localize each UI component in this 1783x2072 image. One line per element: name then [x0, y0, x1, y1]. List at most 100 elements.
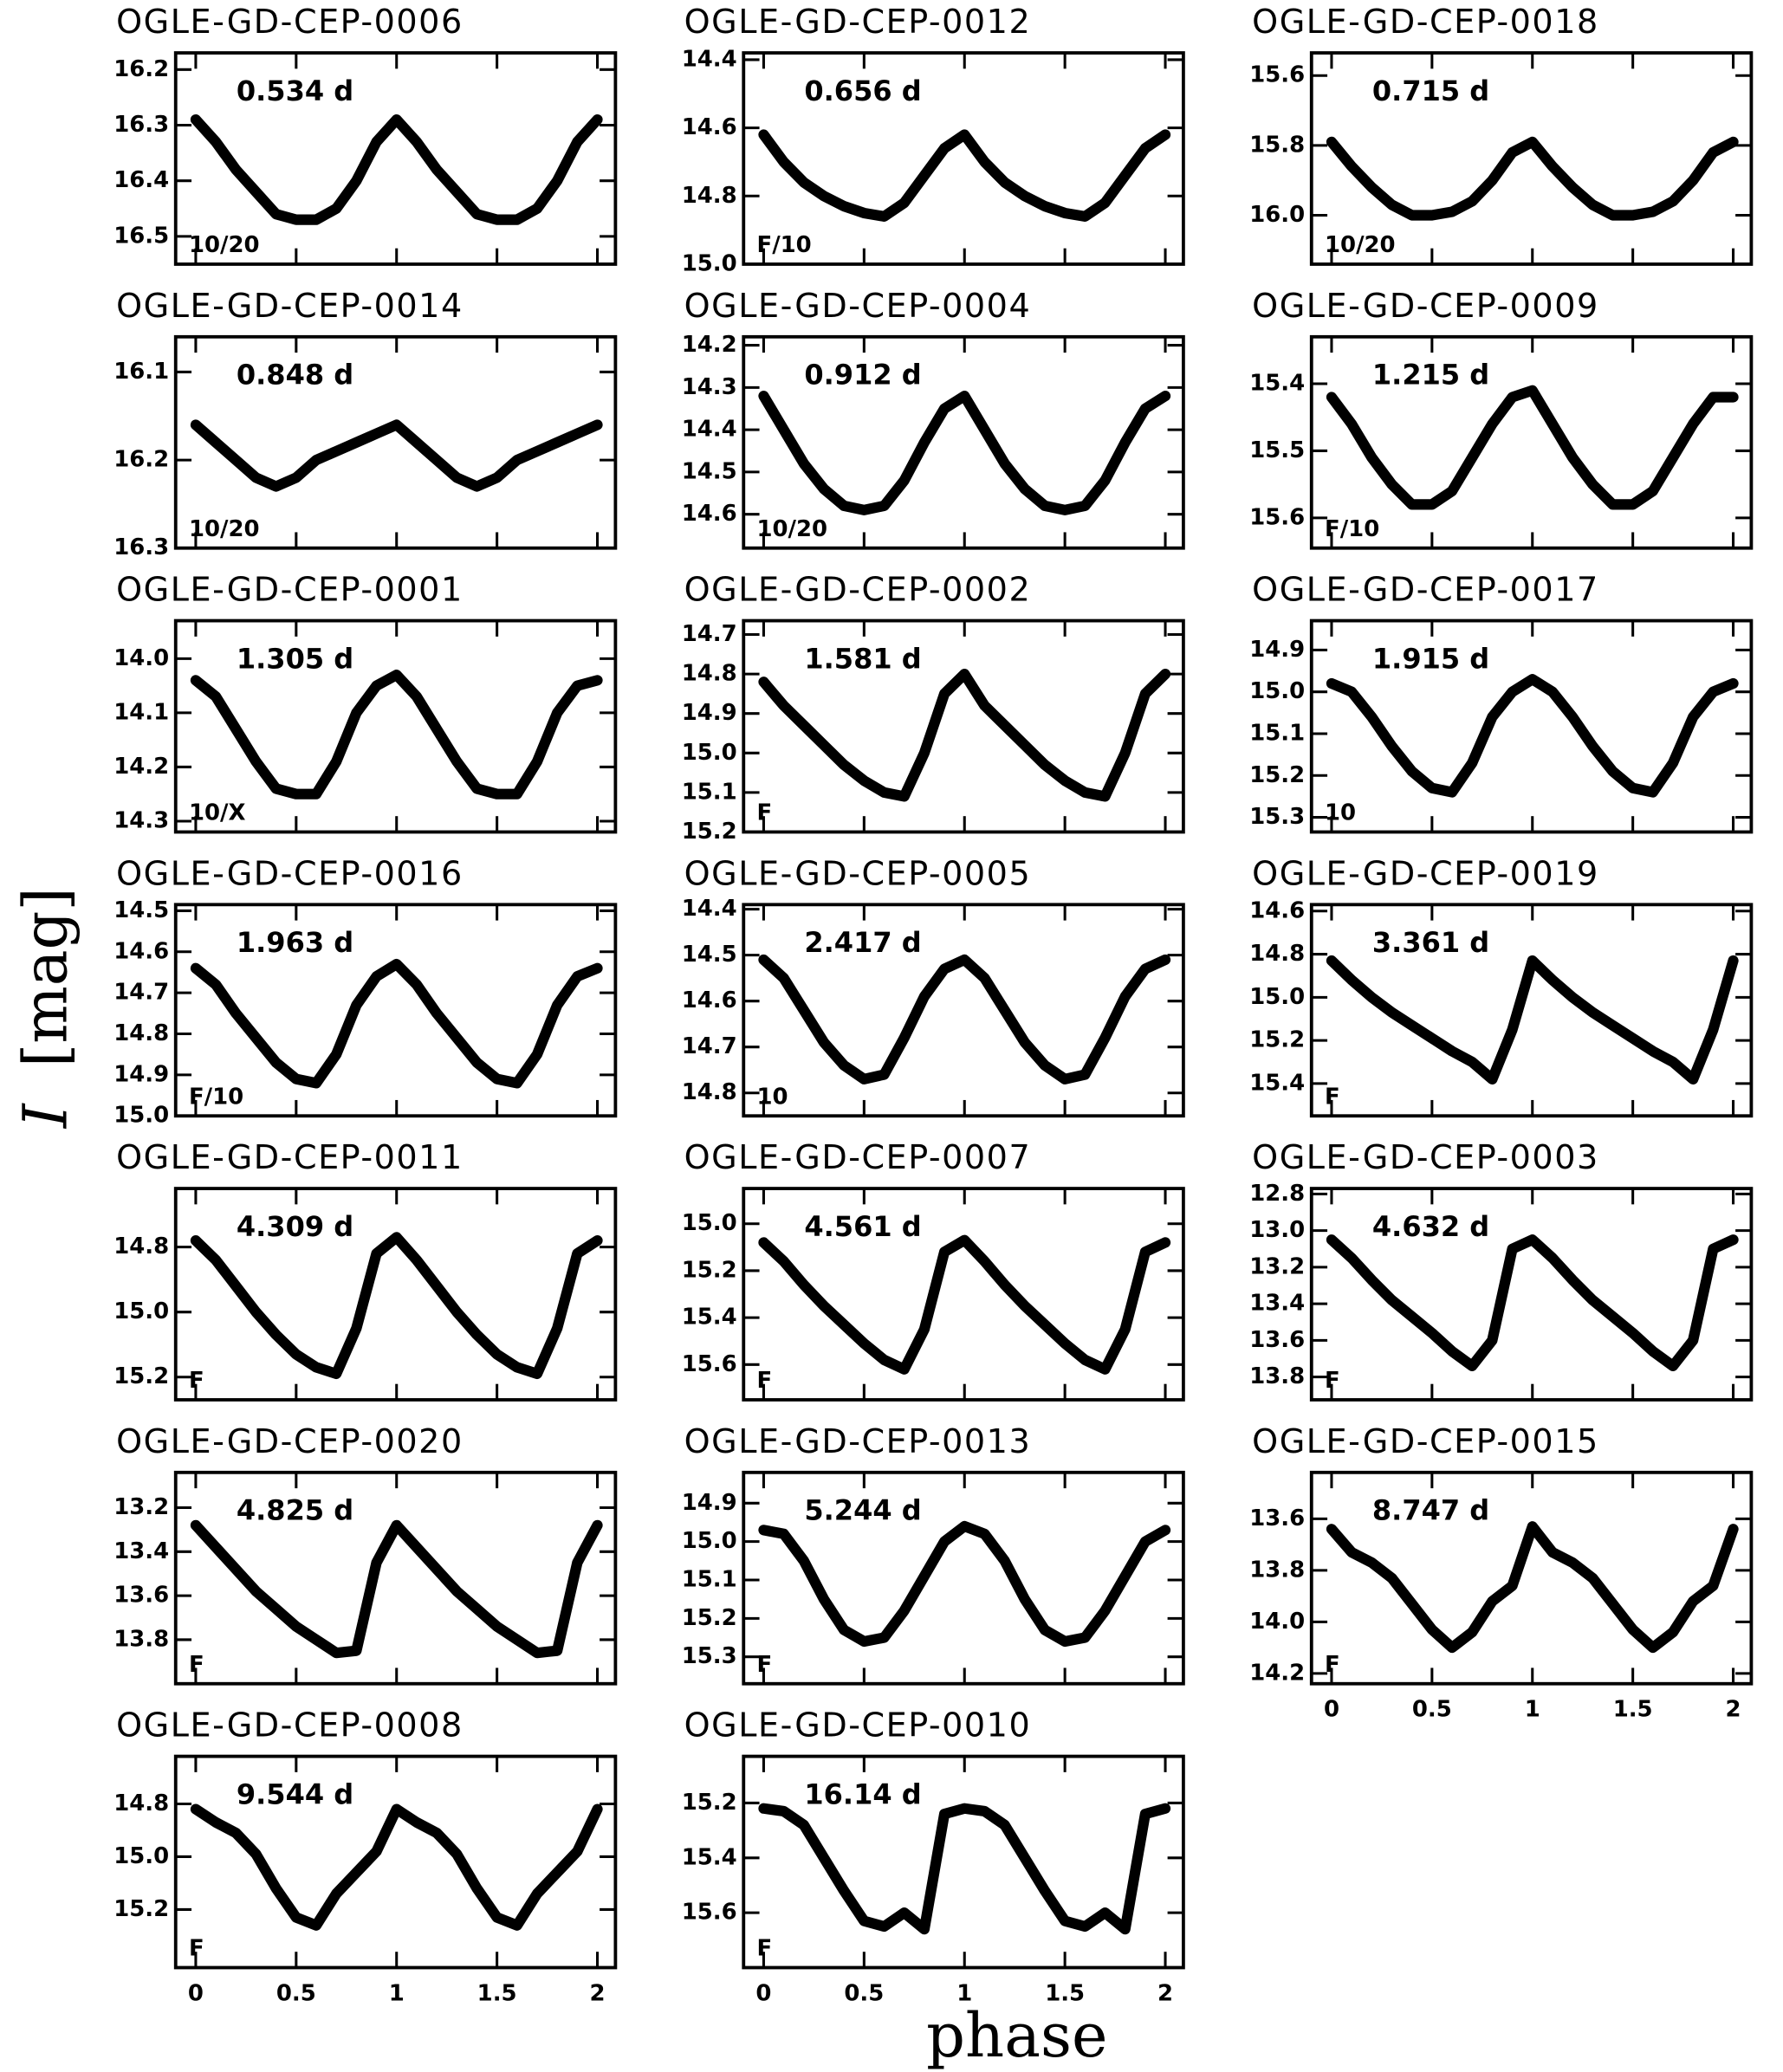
period-label: 0.912 d [804, 359, 921, 392]
period-label: 1.305 d [237, 642, 353, 675]
y-tick-label: 13.2 [1249, 1253, 1305, 1279]
y-tick-label: 14.6 [682, 987, 737, 1013]
y-tick-label: 13.6 [1249, 1327, 1305, 1353]
period-label: 4.632 d [1372, 1210, 1489, 1243]
x-tick-label: 1.5 [1045, 1980, 1085, 2006]
period-label: 2.417 d [804, 926, 921, 959]
y-tick-label: 15.2 [1249, 1027, 1305, 1053]
x-tick-label: 2 [1726, 1697, 1741, 1723]
plot-frame [173, 1470, 618, 1686]
mode-label: F [757, 1936, 773, 1962]
y-tick-label: 14.9 [682, 1490, 737, 1516]
period-label: 1.215 d [1372, 359, 1489, 392]
y-tick-label: 14.4 [682, 417, 737, 443]
panel-title: OGLE-GD-CEP-0010 [684, 1706, 1032, 1745]
plot-frame [742, 618, 1185, 834]
y-tick-label: 15.6 [682, 1351, 737, 1377]
light-curve [1326, 674, 1739, 798]
mode-label: F [1325, 1084, 1340, 1110]
plot-frame [742, 1470, 1185, 1686]
plot-frame [173, 903, 618, 1118]
panel: OGLE-GD-CEP-0015 13.6 13.8 14.0 14.2 0 0.5 1 1.5… [1249, 1422, 1754, 1723]
y-tick-label: 14.8 [682, 183, 737, 209]
y-tick-label: 14.8 [113, 1790, 169, 1816]
light-curve [1326, 385, 1739, 510]
y-tick-label: 14.9 [113, 1061, 169, 1087]
mode-label: 10/20 [1325, 232, 1396, 258]
y-tick-label: 14.2 [113, 754, 169, 780]
panel-title: OGLE-GD-CEP-0009 [1252, 287, 1599, 325]
y-tick-label: 15.2 [113, 1363, 169, 1389]
period-label: 4.825 d [237, 1494, 353, 1527]
y-tick-label: 14.4 [682, 896, 737, 922]
mode-label: F [1325, 1652, 1340, 1678]
y-tick-label: 15.2 [1249, 762, 1305, 788]
panel-title: OGLE-GD-CEP-0002 [684, 571, 1032, 609]
y-tick-label: 15.2 [682, 819, 737, 845]
panel: OGLE-GD-CEP-0005 14.4 14.5 14.6 14.7 14.8 2.41… [682, 854, 1185, 1118]
mode-label: F [1325, 1368, 1340, 1394]
y-tick-label: 12.8 [1249, 1181, 1305, 1207]
x-tick-label: 2 [590, 1980, 606, 2006]
mode-label: 10/20 [189, 232, 260, 258]
panel: OGLE-GD-CEP-0006 16.2 16.3 16.4 16.5 0.534 d 1… [113, 3, 618, 266]
panel-title: OGLE-GD-CEP-0019 [1252, 854, 1599, 892]
y-tick-label: 13.6 [1249, 1505, 1305, 1531]
plot-frame [742, 1187, 1185, 1402]
y-axis-unit: [mag] [10, 887, 81, 1067]
panel: OGLE-GD-CEP-0011 14.8 15.0 15.2 4.309 d F [113, 1138, 618, 1402]
y-tick-label: 14.5 [682, 942, 737, 968]
y-tick-label: 15.2 [682, 1790, 737, 1816]
period-label: 5.244 d [804, 1494, 921, 1527]
plot-frame [742, 903, 1185, 1118]
light-curve [758, 391, 1171, 515]
y-tick-label: 15.4 [682, 1844, 737, 1870]
y-tick-label: 15.6 [1249, 504, 1305, 530]
y-tick-label: 16.2 [113, 447, 169, 473]
y-tick-label: 14.8 [113, 1020, 169, 1046]
y-tick-label: 14.2 [682, 332, 737, 358]
panel-title: OGLE-GD-CEP-0006 [116, 3, 464, 41]
plot-frame [1309, 51, 1754, 266]
panel: OGLE-GD-CEP-0008 14.8 15.0 15.2 0 0.5 1 1.5 2 9.5… [113, 1706, 618, 2006]
y-axis-label-group: I [mag] [10, 887, 81, 1130]
light-curve [758, 669, 1171, 802]
y-tick-label: 13.8 [1249, 1363, 1305, 1389]
y-tick-label: 14.6 [113, 938, 169, 964]
y-tick-label: 16.1 [113, 359, 169, 385]
light-curve [758, 129, 1171, 222]
panel-title: OGLE-GD-CEP-0017 [1252, 571, 1599, 609]
light-curve [190, 113, 603, 225]
period-label: 4.309 d [237, 1210, 353, 1243]
plot-frame [1309, 334, 1754, 550]
y-tick-label: 14.0 [113, 645, 169, 671]
panel-title: OGLE-GD-CEP-0005 [684, 854, 1032, 892]
y-tick-label: 13.4 [1249, 1291, 1305, 1317]
x-tick-label: 0 [1324, 1697, 1339, 1723]
x-tick-label: 1 [956, 1980, 972, 2006]
light-curve [758, 1520, 1171, 1648]
mode-label: 10 [1325, 800, 1356, 826]
y-tick-label: 15.6 [1249, 62, 1305, 88]
y-tick-label: 16.0 [1249, 202, 1305, 228]
panel-title: OGLE-GD-CEP-0001 [116, 571, 464, 609]
y-tick-label: 15.1 [1249, 720, 1305, 746]
y-tick-label: 15.3 [1249, 804, 1305, 830]
y-tick-label: 13.8 [1249, 1557, 1305, 1583]
panel: OGLE-GD-CEP-0012 14.4 14.6 14.8 15.0 0.656 d F… [682, 3, 1185, 276]
y-tick-label: 15.0 [113, 1843, 169, 1869]
y-tick-label: 16.2 [113, 56, 169, 82]
plot-frame [1309, 903, 1754, 1118]
light-curve [1326, 136, 1739, 221]
y-tick-label: 15.2 [113, 1896, 169, 1922]
panel-title: OGLE-GD-CEP-0016 [116, 854, 464, 892]
x-axis-label: phase [926, 2000, 1107, 2071]
light-curve [1326, 1521, 1739, 1654]
period-label: 1.581 d [804, 642, 921, 675]
x-tick-label: 1 [389, 1980, 405, 2006]
period-label: 16.14 d [804, 1777, 921, 1810]
y-tick-label: 14.6 [682, 114, 737, 140]
y-tick-label: 14.0 [1249, 1609, 1305, 1635]
mode-label: 10/20 [189, 516, 260, 542]
period-label: 1.915 d [1372, 642, 1489, 675]
